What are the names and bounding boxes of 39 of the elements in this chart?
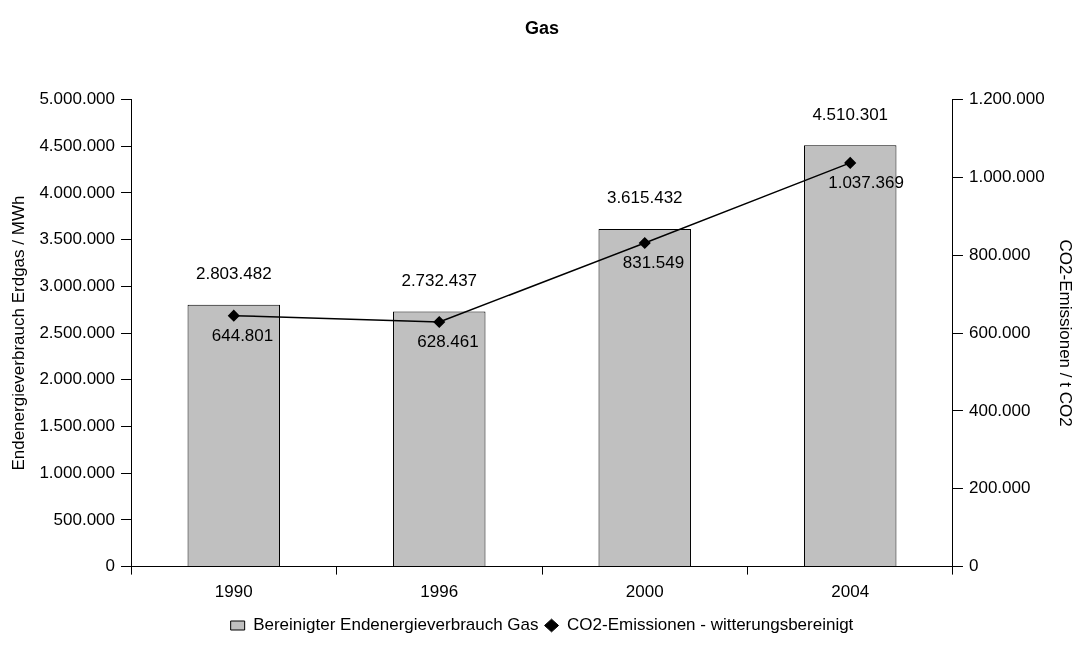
- y-tick-label: 2.500.000: [39, 322, 116, 342]
- x-tick-label: 1996: [420, 582, 459, 602]
- point: [228, 309, 240, 322]
- y2-tick-label: 800.000: [968, 244, 1031, 264]
- point: [433, 316, 446, 328]
- y-tick-label: 0: [105, 556, 116, 576]
- y2-tick-label: 1.200.000: [968, 89, 1045, 109]
- data-label: 831.549: [622, 253, 685, 273]
- y-tick-label: 1.500.000: [39, 416, 116, 436]
- y-axis-title: Endenergieverbrauch Erdgas / MWh: [8, 195, 28, 471]
- x-tick-label: 2000: [625, 582, 664, 602]
- data-label: 644.801: [211, 325, 274, 345]
- point: [844, 157, 856, 169]
- y-tick-label: 500.000: [53, 509, 116, 529]
- data-label: 3.615.432: [606, 188, 683, 208]
- y2-tick-label: 600.000: [968, 322, 1031, 342]
- y2-tick-label: 400.000: [968, 400, 1031, 420]
- data-label: 628.461: [417, 332, 479, 352]
- x-tick-label: 2004: [831, 582, 870, 602]
- data-label: 2.803.482: [195, 263, 272, 283]
- y2-tick-label: 1.000.000: [968, 167, 1045, 187]
- chart-title: Gas: [524, 17, 560, 38]
- legend-label: CO2-Emissionen - witterungsbereinigt: [567, 615, 854, 635]
- y2-tick-label: 0: [968, 556, 979, 576]
- y-tick-label: 5.000.000: [39, 89, 116, 109]
- data-label: 1.037.369: [828, 173, 904, 193]
- y-tick-label: 4.500.000: [39, 135, 116, 155]
- x-tick-label: 1990: [214, 582, 253, 602]
- data-label: 2.732.437: [401, 270, 478, 290]
- data-label: 4.510.301: [812, 104, 889, 124]
- y-tick-label: 1.000.000: [39, 462, 116, 482]
- point: [638, 237, 651, 249]
- y-tick-label: 2.000.000: [39, 369, 116, 389]
- y2-axis-title: CO2-Emissionen / t CO2: [1056, 239, 1076, 427]
- y2-tick-label: 200.000: [968, 478, 1031, 498]
- legend-label: Bereinigter Endenergieverbrauch Gas: [253, 615, 539, 635]
- y-tick-label: 3.500.000: [39, 229, 116, 249]
- y-tick-label: 3.000.000: [39, 276, 116, 296]
- y-tick-label: 4.000.000: [39, 182, 116, 202]
